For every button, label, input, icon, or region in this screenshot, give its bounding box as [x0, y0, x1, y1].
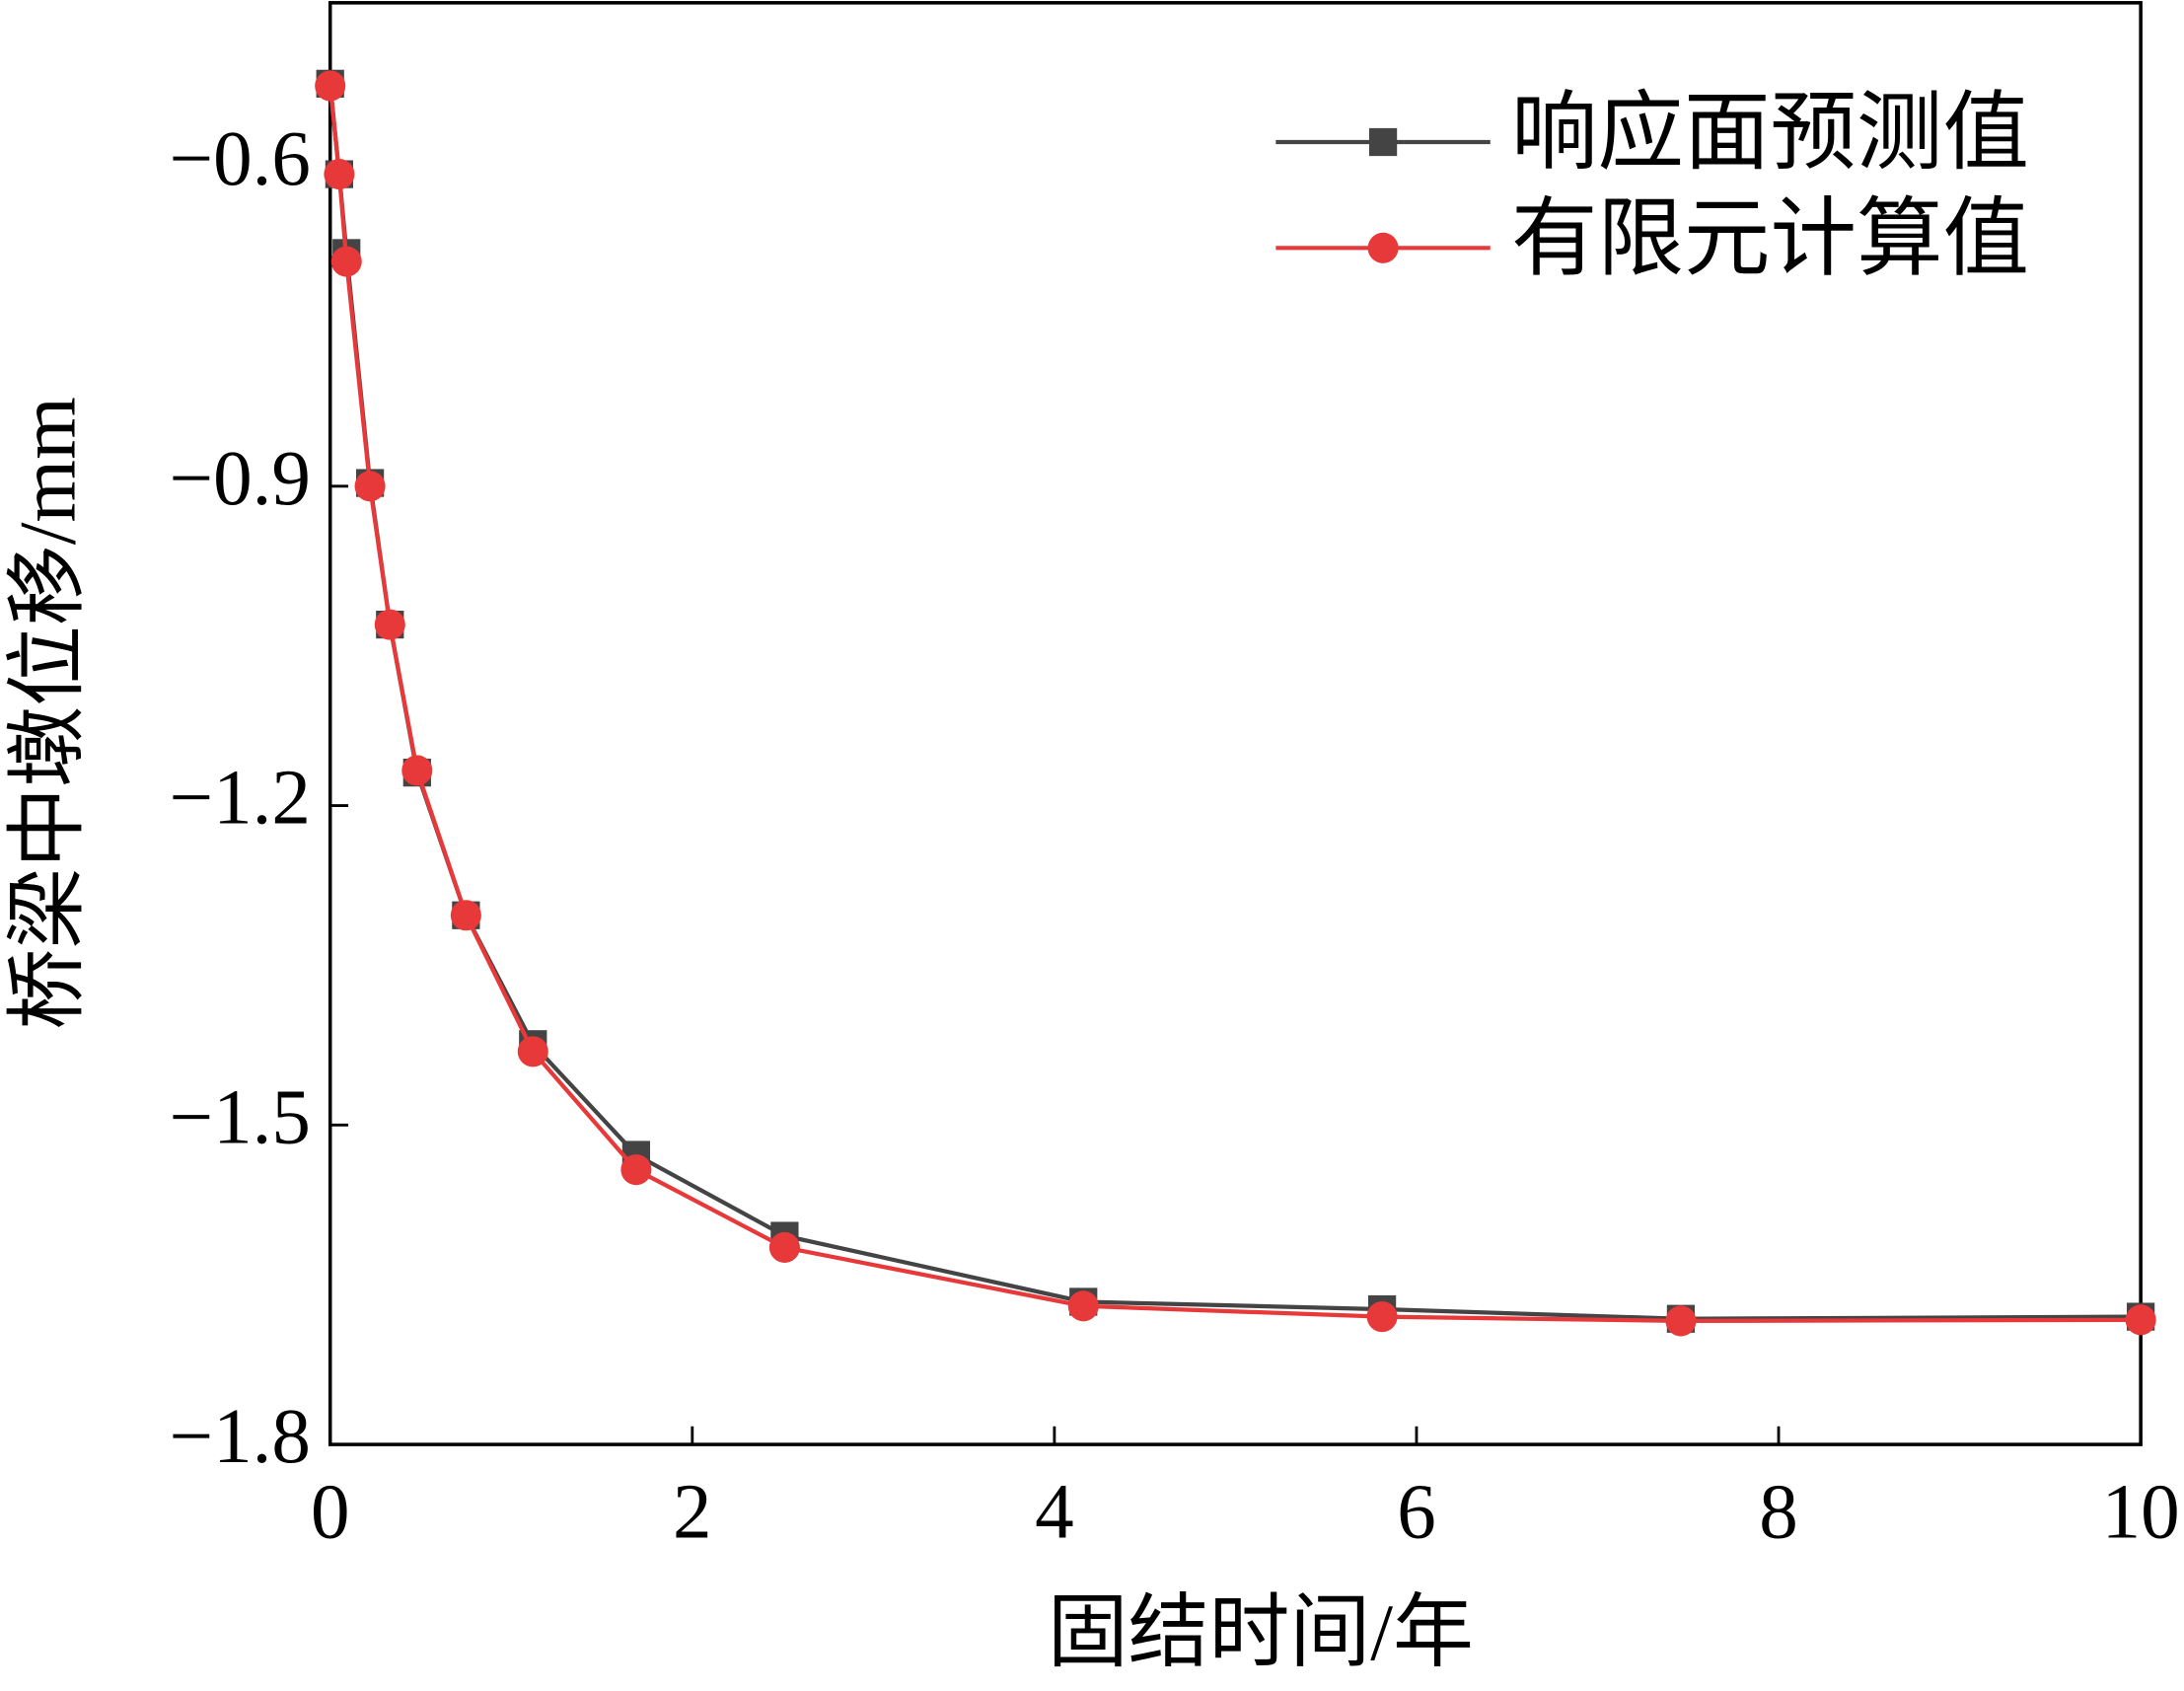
x-tick-label: 2: [673, 1469, 712, 1555]
data-point: [517, 1036, 548, 1067]
data-point: [354, 471, 386, 502]
x-axis-label: 固结时间/年: [1048, 1587, 1474, 1677]
data-point: [1366, 1301, 1398, 1333]
legend-marker: [1367, 232, 1399, 263]
plot-frame: [328, 1, 2143, 1446]
legend-marker: [1368, 127, 1398, 157]
x-tick-label: 8: [1759, 1469, 1798, 1555]
legend-label: 有限元计算值: [1511, 190, 2029, 286]
legend-label: 响应面预测值: [1511, 85, 2029, 181]
series-line: [328, 85, 2142, 1324]
data-point: [1067, 1290, 1099, 1322]
y-tick-label: −0.6: [170, 116, 311, 202]
x-tick-label: 4: [1035, 1469, 1074, 1555]
y-tick-label: −1.8: [170, 1394, 311, 1480]
data-point: [324, 159, 355, 190]
data-point: [450, 900, 481, 931]
data-point: [330, 246, 362, 277]
data-point: [315, 70, 346, 102]
y-tick-label: −1.5: [170, 1074, 311, 1160]
y-axis-label: 桥梁中墩位移/mm: [2, 397, 92, 1029]
data-point: [374, 609, 405, 640]
x-tick-label: 10: [2102, 1469, 2180, 1555]
data-point: [1665, 1305, 1697, 1337]
data-point: [768, 1231, 800, 1263]
x-tick-label: 0: [311, 1469, 350, 1555]
x-tick-label: 6: [1397, 1469, 1436, 1555]
y-tick-label: −1.2: [170, 756, 311, 842]
data-point: [620, 1154, 652, 1186]
y-tick-label: −0.9: [170, 436, 311, 522]
data-point: [2125, 1304, 2156, 1336]
data-point: [401, 755, 433, 786]
